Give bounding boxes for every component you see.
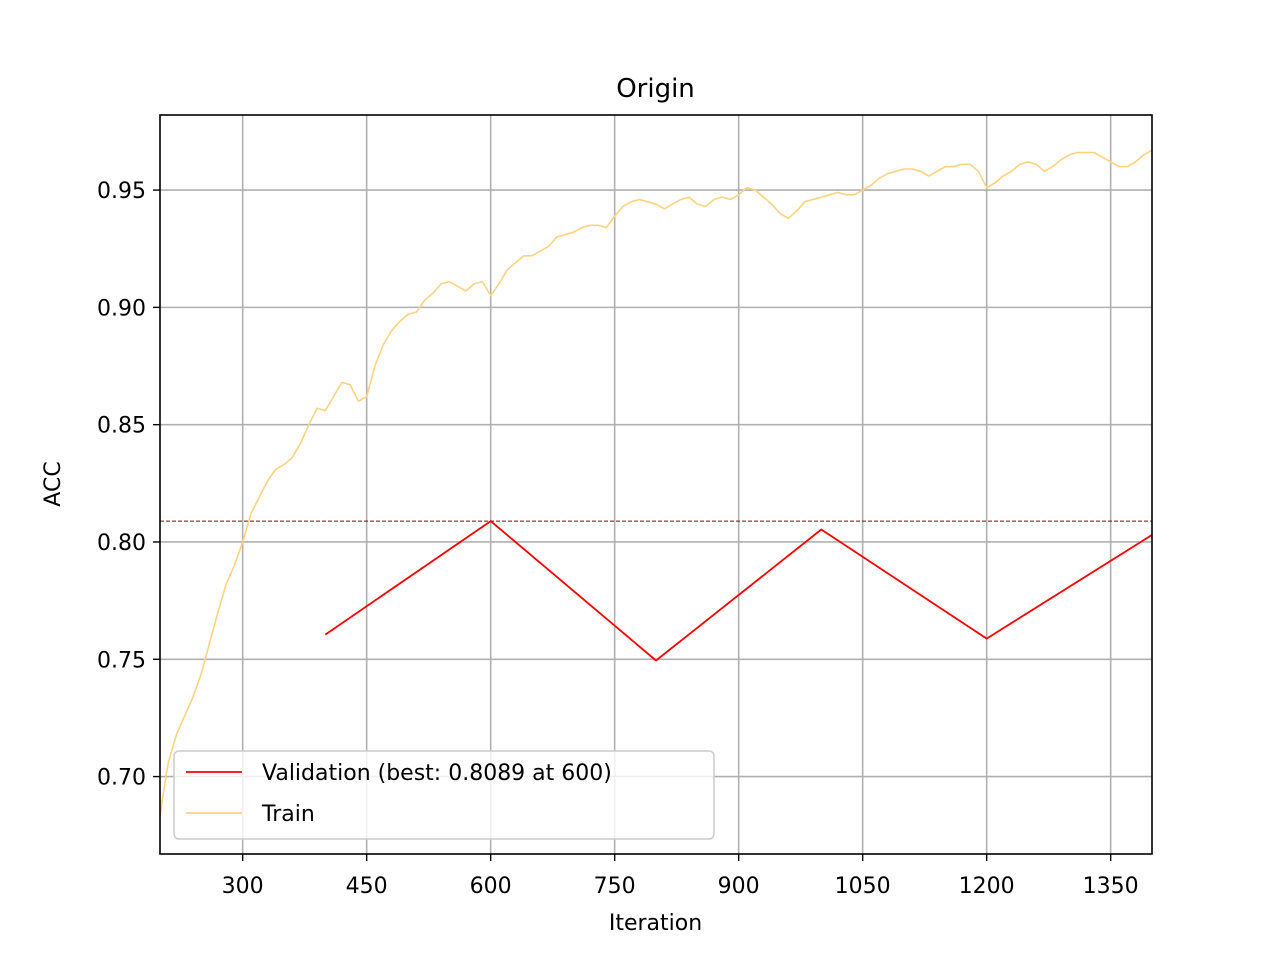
x-tick-label: 1200: [959, 874, 1015, 899]
y-tick-label: 0.90: [97, 296, 146, 321]
x-axis-label: Iteration: [609, 911, 702, 936]
legend-label-validation: Validation (best: 0.8089 at 600): [262, 761, 612, 786]
series-layer: [159, 149, 1153, 817]
tick-layer: 300 450 600 750 900 1050 1200 1350 0.70 0.75 0.80 0…: [97, 179, 1139, 899]
y-axis-label: ACC: [41, 461, 66, 506]
x-tick-label: 600: [470, 874, 512, 899]
x-tick-label: 300: [222, 874, 264, 899]
legend-box: [173, 750, 715, 840]
chart-title: Origin: [616, 74, 695, 104]
train-series-line: [159, 149, 1153, 817]
legend: Validation (best: 0.8089 at 600) Train: [173, 750, 715, 840]
legend-label-train: Train: [261, 802, 315, 827]
plot-area-frame: [159, 114, 1153, 855]
grid-lines: [160, 115, 1152, 854]
x-tick-label: 1350: [1083, 874, 1139, 899]
y-tick-label: 0.70: [97, 766, 146, 791]
y-tick-label: 0.95: [97, 179, 146, 204]
x-tick-label: 450: [346, 874, 388, 899]
x-tick-label: 1050: [835, 874, 891, 899]
axes: [159, 114, 1153, 855]
y-tick-label: 0.75: [97, 648, 146, 673]
x-tick-label: 750: [594, 874, 636, 899]
y-tick-label: 0.80: [97, 531, 146, 556]
y-tick-label: 0.85: [97, 414, 146, 439]
validation-series-line: [324, 520, 1153, 662]
x-tick-label: 900: [718, 874, 760, 899]
